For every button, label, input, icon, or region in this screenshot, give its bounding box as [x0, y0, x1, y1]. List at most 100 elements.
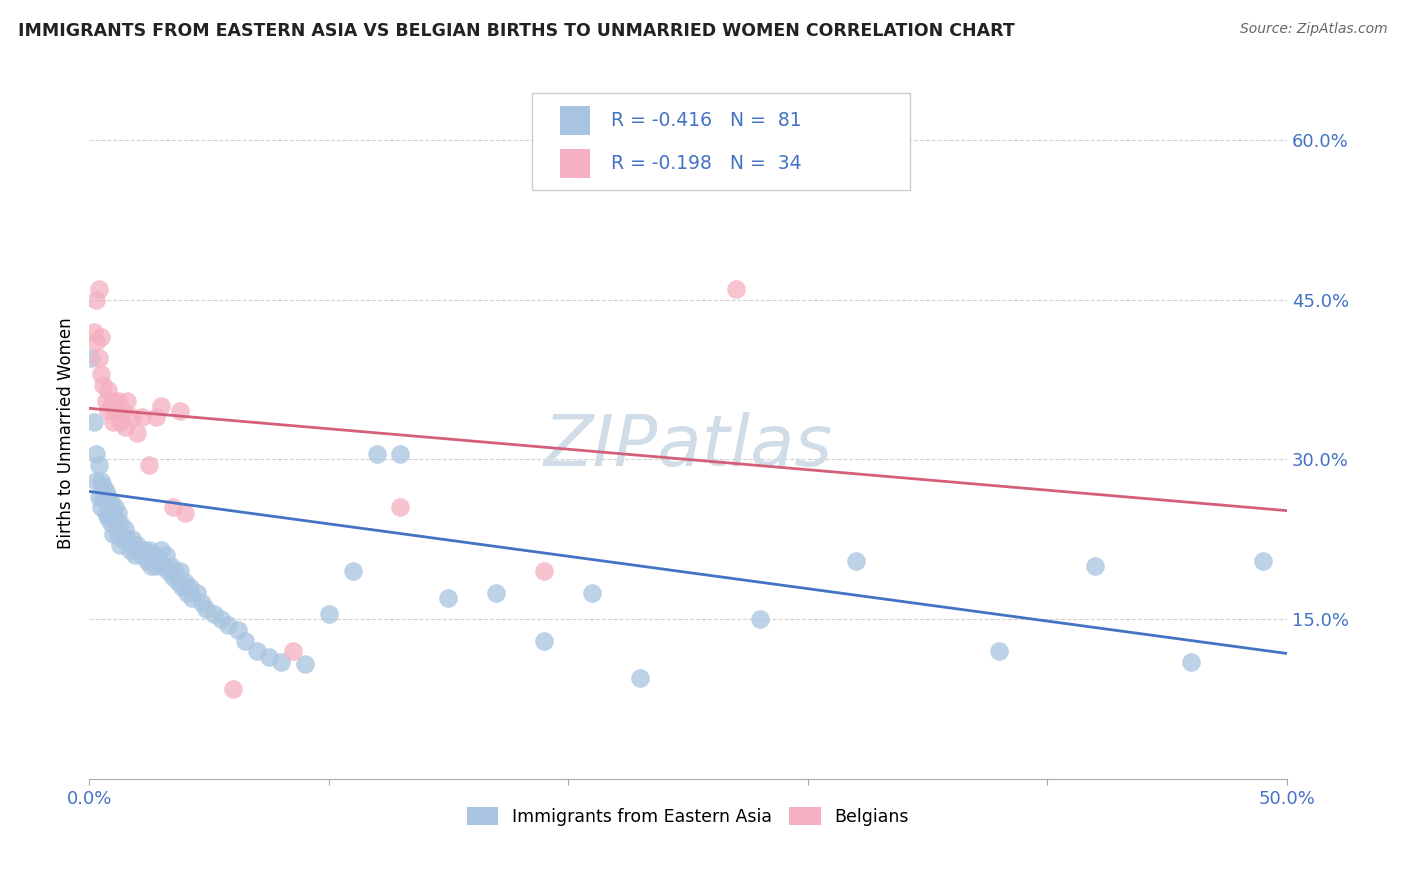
Point: [845, 554, 868, 568]
Point: [100, 399, 122, 413]
Point: [166, 575, 188, 590]
Point: [342, 565, 364, 579]
Text: R = -0.198   N =  34: R = -0.198 N = 34: [612, 153, 801, 173]
Point: [94, 393, 117, 408]
Point: [294, 657, 316, 672]
Point: [131, 549, 153, 563]
Point: [141, 559, 163, 574]
Point: [100, 516, 122, 531]
Point: [84, 474, 107, 488]
Point: [533, 633, 555, 648]
Point: [186, 585, 208, 599]
Point: [155, 549, 177, 563]
Point: [107, 393, 129, 408]
Point: [135, 554, 157, 568]
Point: [97, 404, 120, 418]
Text: R = -0.416   N =  81: R = -0.416 N = 81: [612, 111, 801, 130]
Point: [389, 447, 412, 461]
Point: [169, 565, 191, 579]
Point: [190, 596, 212, 610]
Point: [97, 511, 120, 525]
Point: [90, 330, 112, 344]
Point: [1180, 655, 1202, 669]
Point: [108, 415, 131, 429]
Point: [121, 533, 143, 547]
Point: [125, 538, 148, 552]
Point: [174, 575, 197, 590]
Point: [111, 533, 134, 547]
Point: [169, 404, 191, 418]
Point: [174, 506, 197, 520]
Point: [748, 612, 770, 626]
Point: [172, 581, 194, 595]
Point: [149, 399, 172, 413]
Point: [581, 585, 603, 599]
Point: [97, 383, 120, 397]
Point: [84, 335, 107, 350]
Point: [104, 500, 127, 515]
Point: [108, 516, 131, 531]
Point: [195, 601, 218, 615]
Point: [94, 506, 117, 520]
Point: [246, 644, 269, 658]
Point: [111, 404, 134, 418]
Point: [104, 404, 127, 418]
Point: [152, 559, 174, 574]
Point: [165, 565, 187, 579]
Point: [87, 458, 110, 472]
Point: [97, 490, 120, 504]
Point: [148, 554, 170, 568]
Point: [202, 607, 225, 621]
Point: [84, 293, 107, 307]
Point: [93, 490, 115, 504]
Point: [1251, 554, 1274, 568]
Point: [226, 623, 249, 637]
FancyBboxPatch shape: [560, 106, 589, 135]
Point: [93, 479, 115, 493]
Point: [1084, 559, 1107, 574]
Point: [101, 393, 124, 408]
Point: [117, 533, 139, 547]
Point: [222, 681, 245, 696]
Point: [149, 543, 172, 558]
Point: [101, 527, 124, 541]
Point: [318, 607, 340, 621]
FancyBboxPatch shape: [560, 149, 589, 178]
Point: [108, 538, 131, 552]
Point: [270, 655, 292, 669]
Point: [90, 500, 112, 515]
Point: [117, 393, 139, 408]
Point: [628, 671, 651, 685]
Point: [145, 409, 167, 424]
Point: [437, 591, 460, 605]
Point: [101, 415, 124, 429]
Point: [83, 415, 105, 429]
Point: [114, 522, 136, 536]
Point: [533, 565, 555, 579]
Point: [131, 409, 153, 424]
Point: [988, 644, 1011, 658]
Point: [87, 351, 110, 366]
Point: [134, 543, 156, 558]
Point: [90, 474, 112, 488]
Point: [87, 282, 110, 296]
Point: [157, 565, 180, 579]
Point: [181, 591, 204, 605]
Point: [162, 570, 184, 584]
Point: [159, 559, 181, 574]
Point: [104, 511, 127, 525]
Point: [162, 500, 184, 515]
Text: ZIPatlas: ZIPatlas: [544, 412, 832, 481]
Point: [366, 447, 388, 461]
Legend: Immigrants from Eastern Asia, Belgians: Immigrants from Eastern Asia, Belgians: [460, 800, 915, 833]
Text: IMMIGRANTS FROM EASTERN ASIA VS BELGIAN BIRTHS TO UNMARRIED WOMEN CORRELATION CH: IMMIGRANTS FROM EASTERN ASIA VS BELGIAN …: [18, 22, 1015, 40]
Point: [179, 581, 201, 595]
Point: [90, 367, 112, 381]
Point: [138, 458, 160, 472]
Point: [94, 484, 117, 499]
Point: [87, 490, 110, 504]
Point: [138, 543, 160, 558]
Point: [142, 549, 165, 563]
Point: [485, 585, 508, 599]
Point: [93, 377, 115, 392]
